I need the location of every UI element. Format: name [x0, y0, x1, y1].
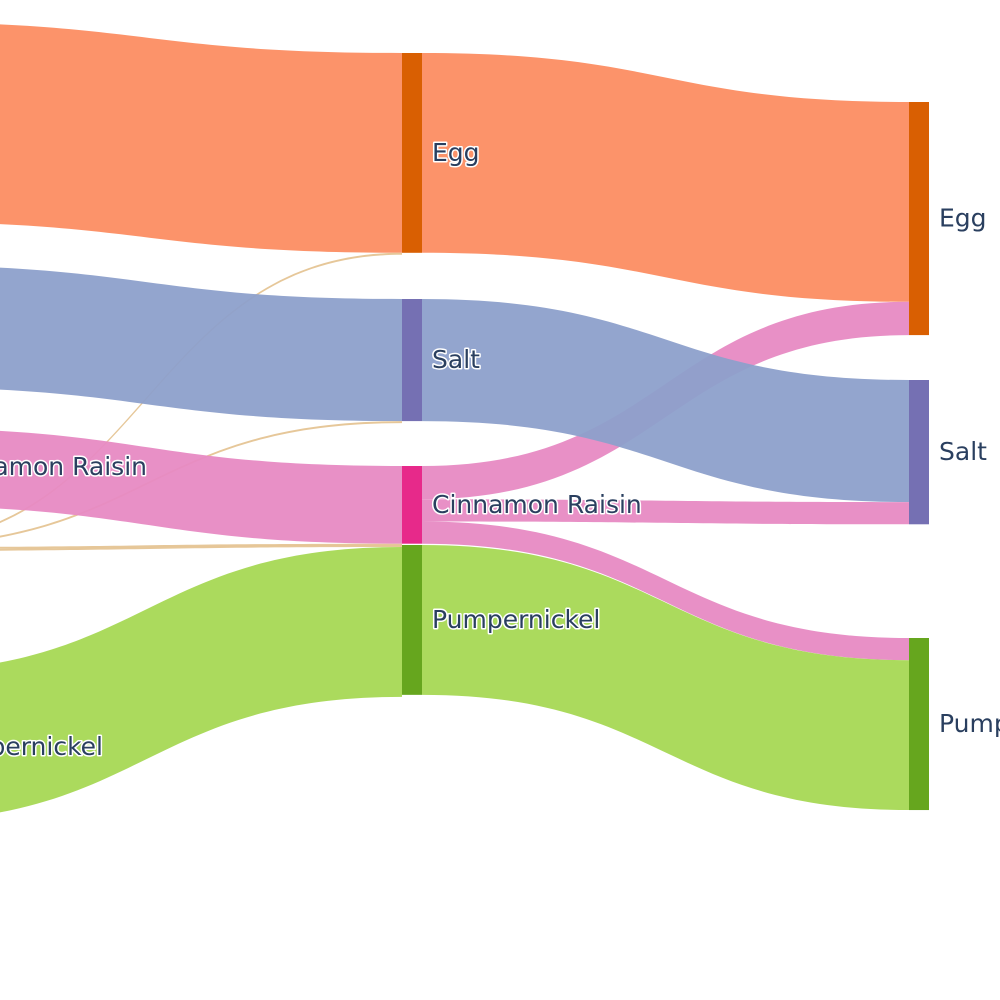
- sankey-node-label: Egg: [432, 138, 480, 167]
- sankey-link: [0, 267, 402, 422]
- sankey-node-label: Cinnamon Raisin: [0, 452, 147, 481]
- sankey-node: [402, 53, 422, 253]
- sankey-link: [422, 545, 909, 811]
- sankey-node-label: Pumpernickel: [432, 605, 600, 634]
- sankey-node: [402, 545, 422, 695]
- sankey-link: [422, 299, 909, 503]
- sankey-link: [422, 499, 909, 525]
- labels-layer: Cinnamon Raisin Pumpernickel Egg Salt Cinnam…: [0, 136, 1000, 762]
- sankey-node: [402, 299, 422, 422]
- sankey-node-label: Cinnamon Raisin: [432, 490, 642, 519]
- sankey-link: [0, 430, 402, 544]
- sankey-node-label: Salt: [939, 437, 987, 466]
- links-layer: [0, 24, 909, 813]
- sankey-node-label: Salt: [432, 345, 480, 374]
- sankey-node-label: Pumpernickel: [0, 732, 103, 761]
- sankey-link: [422, 521, 909, 661]
- sankey-node: [909, 380, 929, 525]
- sankey-link: [0, 545, 402, 551]
- sankey-link: [422, 53, 909, 302]
- nodes-layer: [402, 53, 929, 811]
- sankey-node: [402, 466, 422, 544]
- sankey-link: [0, 24, 402, 253]
- sankey-node: [909, 638, 929, 811]
- sankey-node-label: Pumpernickel: [939, 709, 1000, 738]
- sankey-node-label: Egg: [939, 204, 987, 233]
- sankey-node: [909, 102, 929, 336]
- sankey-link: [0, 547, 402, 813]
